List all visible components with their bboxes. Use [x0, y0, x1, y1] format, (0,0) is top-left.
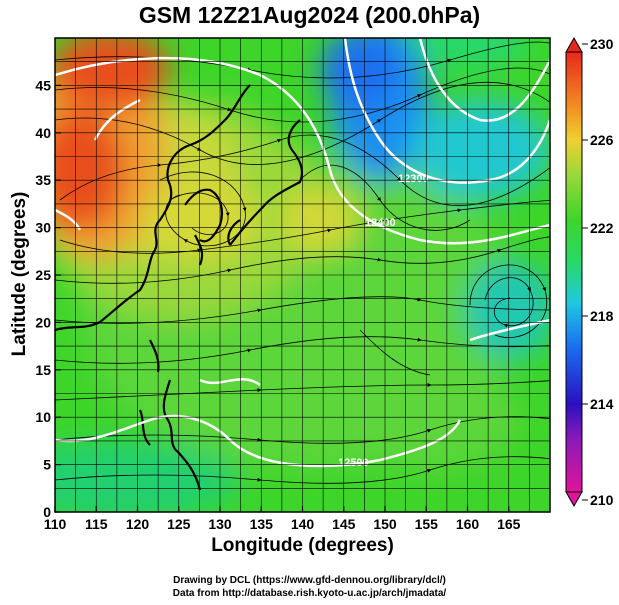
x-tick-label: 135	[250, 516, 274, 532]
x-tick-label: 130	[208, 516, 232, 532]
contour-label-12300: 12300	[398, 173, 429, 185]
x-tick-label: 160	[456, 516, 480, 532]
x-tick-label: 120	[126, 516, 150, 532]
colorbar-tick-label: 214	[590, 396, 614, 412]
x-tick-label: 145	[332, 516, 356, 532]
y-tick-label: 40	[35, 125, 51, 141]
colorbar-tick-label: 210	[590, 492, 614, 508]
y-tick-label: 0	[43, 504, 51, 520]
y-tick-label: 20	[35, 314, 51, 330]
x-tick-label: 140	[291, 516, 315, 532]
y-tick-label: 5	[43, 457, 51, 473]
y-axis-label: Latitude (degrees)	[9, 191, 30, 357]
colorbar-tick-label: 226	[590, 132, 614, 148]
x-tick-label: 115	[85, 516, 108, 532]
colorbar: 230 226 222 218 214 210	[565, 36, 614, 508]
colorbar-top-cap	[565, 36, 583, 53]
y-tick-label: 15	[35, 362, 51, 378]
x-tick-label: 110	[44, 516, 67, 532]
x-tick-label: 165	[497, 516, 521, 532]
colorbar-tick-label: 222	[590, 220, 614, 236]
y-tick-label: 35	[35, 172, 51, 188]
colorbar-tick-label: 218	[590, 308, 614, 324]
chart-title: GSM 12Z21Aug2024 (200.0hPa)	[138, 2, 481, 28]
colorbar-ticks: 230 226 222 218 214 210	[582, 36, 614, 508]
colorbar-gradient	[565, 51, 583, 493]
x-tick-label: 125	[167, 516, 191, 532]
colorbar-tick-label: 230	[590, 36, 614, 52]
y-tick-label: 25	[35, 267, 51, 283]
credit-drawing: Drawing by DCL (https://www.gfd-dennou.o…	[173, 575, 446, 586]
y-tick-label: 45	[35, 77, 51, 93]
map-area: 12300 12400 12500	[55, 38, 550, 512]
x-axis-label: Longitude (degrees)	[211, 535, 394, 556]
y-tick-label: 30	[35, 220, 51, 236]
x-tick-label: 150	[373, 516, 397, 532]
contour-label-12500: 12500	[338, 457, 369, 469]
x-tick-label: 155	[415, 516, 439, 532]
colorbar-bottom-cap	[565, 491, 583, 508]
height-contours	[55, 38, 550, 468]
credit-data: Data from http://database.rish.kyoto-u.a…	[172, 588, 447, 599]
contour-label-12400: 12400	[365, 217, 396, 229]
grid	[55, 38, 550, 512]
y-tick-label: 10	[35, 409, 51, 425]
axis-ticks: 110 115 120 125 130 135 140 145 150 155 160 165 0 5 10…	[35, 77, 520, 532]
